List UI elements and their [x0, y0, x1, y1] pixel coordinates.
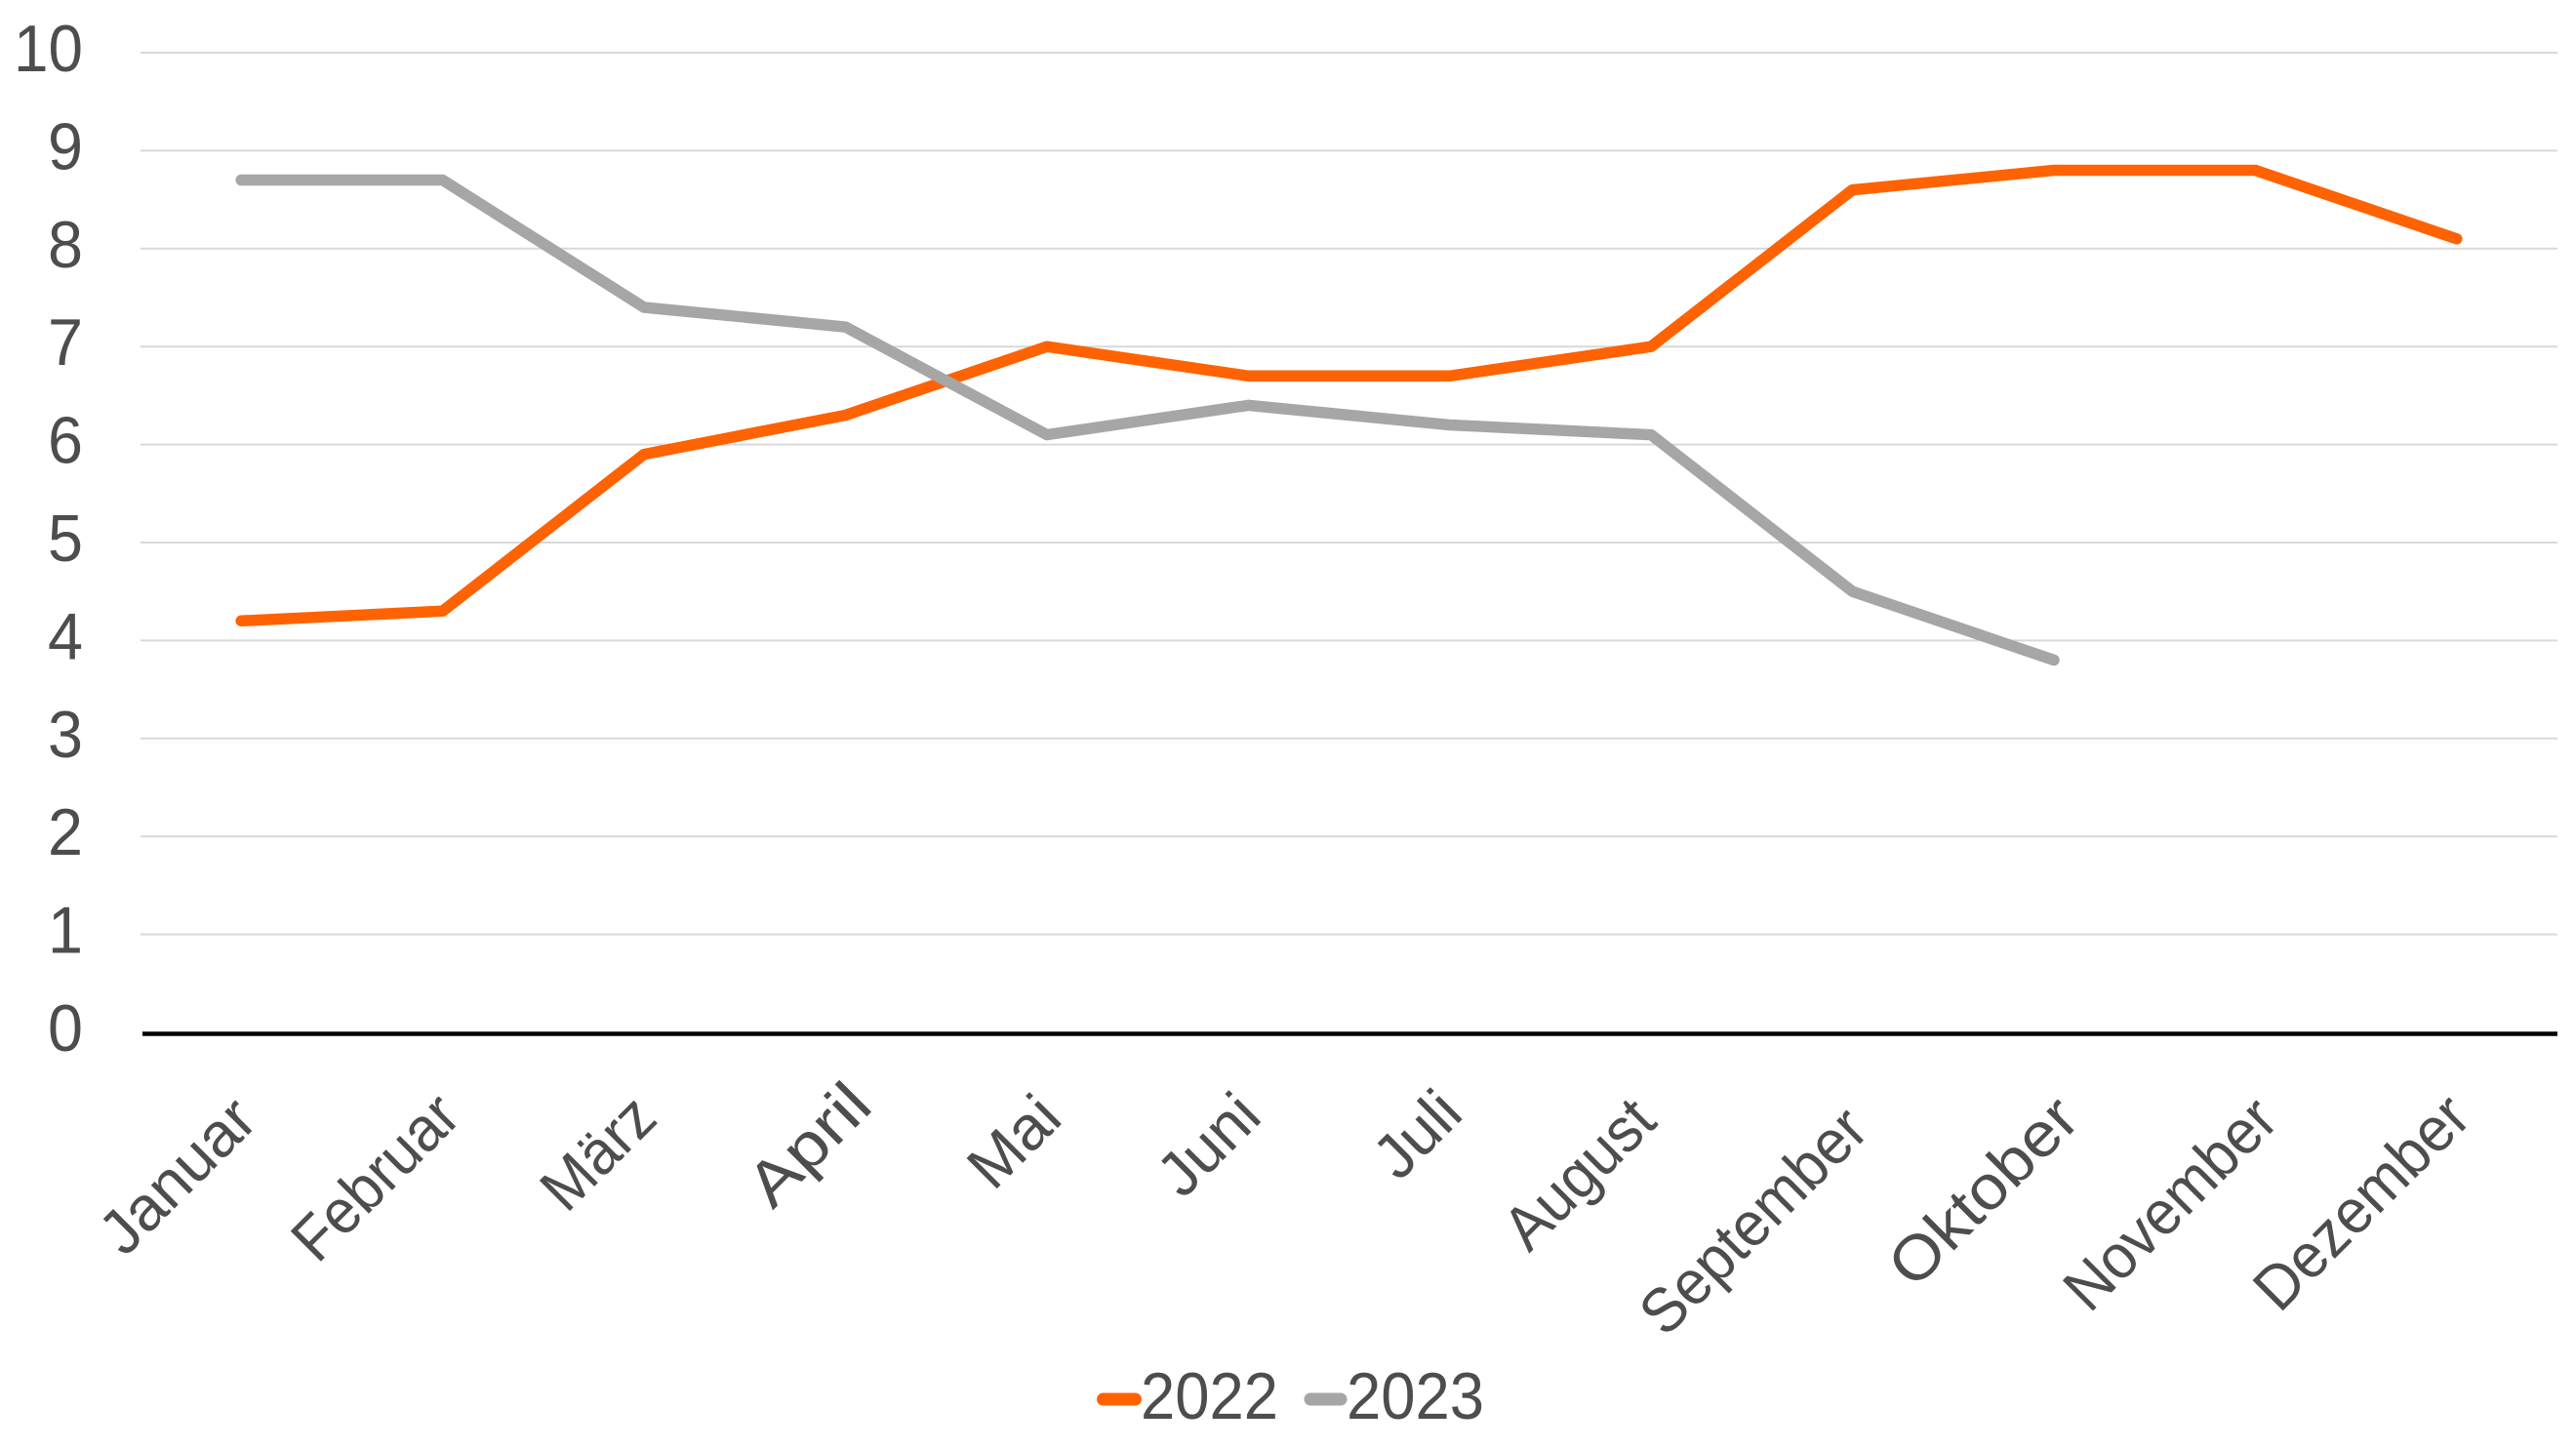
- svg-text:1: 1: [48, 894, 83, 968]
- svg-text:2023: 2023: [1347, 1359, 1484, 1433]
- svg-text:5: 5: [48, 502, 83, 576]
- svg-text:2: 2: [48, 795, 83, 869]
- svg-text:0: 0: [48, 991, 83, 1066]
- svg-text:3: 3: [48, 698, 83, 772]
- svg-text:6: 6: [48, 404, 83, 478]
- svg-text:10: 10: [14, 12, 83, 86]
- svg-text:9: 9: [48, 109, 83, 183]
- svg-text:4: 4: [48, 599, 83, 673]
- svg-text:8: 8: [48, 208, 83, 282]
- svg-text:2022: 2022: [1141, 1359, 1278, 1433]
- svg-text:7: 7: [48, 305, 83, 380]
